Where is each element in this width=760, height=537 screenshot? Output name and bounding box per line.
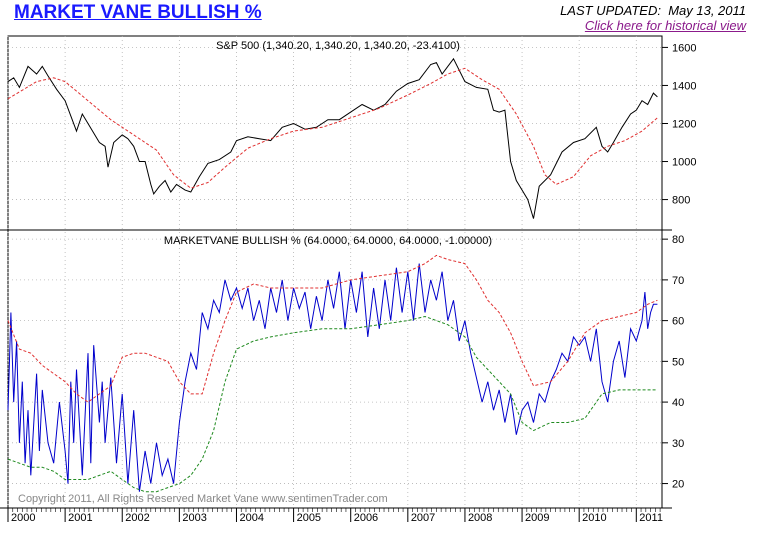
plot-border: [7, 35, 663, 509]
year-tick-label: 2003: [182, 512, 206, 524]
sp500-price-line: [7, 57, 658, 219]
bullish-y-tick-label: 80: [672, 234, 684, 246]
year-tick-label: 2011: [639, 512, 663, 524]
year-tick-label: 2002: [125, 512, 149, 524]
last-updated: LAST UPDATED: May 13, 2011: [560, 3, 746, 18]
sp500-chart-title: S&P 500 (1,340.20, 1,340.20, 1,340.20, -…: [216, 40, 460, 52]
year-tick-label: 2006: [354, 512, 378, 524]
bullish-y-tick-label: 40: [672, 397, 684, 409]
year-tick-label: 2001: [68, 512, 92, 524]
historical-view-link[interactable]: Click here for historical view: [584, 18, 746, 33]
bullish-y-tick-label: 70: [672, 275, 684, 287]
bullish-y-tick-label: 50: [672, 356, 684, 368]
chart-labels: 2000 2001 2002 2003 2004 2005 2006 2007 2008 2009…: [11, 42, 696, 524]
year-tick-label: 2010: [582, 512, 606, 524]
year-tick-label: 2000: [11, 512, 35, 524]
year-tick-label: 2007: [411, 512, 435, 524]
sp500-y-tick-label: 800: [672, 195, 690, 207]
sp500-y-tick-label: 1400: [672, 80, 696, 92]
bullish-y-tick-label: 60: [672, 316, 684, 328]
chart-lines: [7, 57, 658, 493]
last-updated-date: May 13, 2011: [668, 3, 746, 18]
sp500-moving-average-line: [7, 67, 658, 189]
bullish-upper-band-line: [7, 254, 658, 403]
year-tick-label: 2008: [468, 512, 492, 524]
last-updated-label: LAST UPDATED:: [560, 3, 661, 18]
bullish-chart-title: MARKETVANE BULLISH % (64.0000, 64.0000, …: [164, 235, 492, 247]
year-tick-label: 2004: [239, 512, 263, 524]
sp500-y-tick-label: 1600: [672, 42, 696, 54]
year-tick-label: 2009: [525, 512, 549, 524]
sp500-y-tick-label: 1000: [672, 157, 696, 169]
page-title: MARKET VANE BULLISH %: [14, 2, 262, 23]
bullish-percent-line: [7, 263, 658, 492]
year-tick-label: 2005: [297, 512, 321, 524]
chart-frame: [0, 35, 672, 509]
bullish-lower-band-line: [7, 315, 658, 493]
bullish-y-tick-label: 30: [672, 438, 684, 450]
copyright-text: Copyright 2011, All Rights Reserved Mark…: [18, 493, 388, 505]
bullish-y-tick-label: 20: [672, 479, 684, 491]
sp500-y-tick-label: 1200: [672, 118, 696, 130]
chart-grid: [7, 36, 668, 522]
